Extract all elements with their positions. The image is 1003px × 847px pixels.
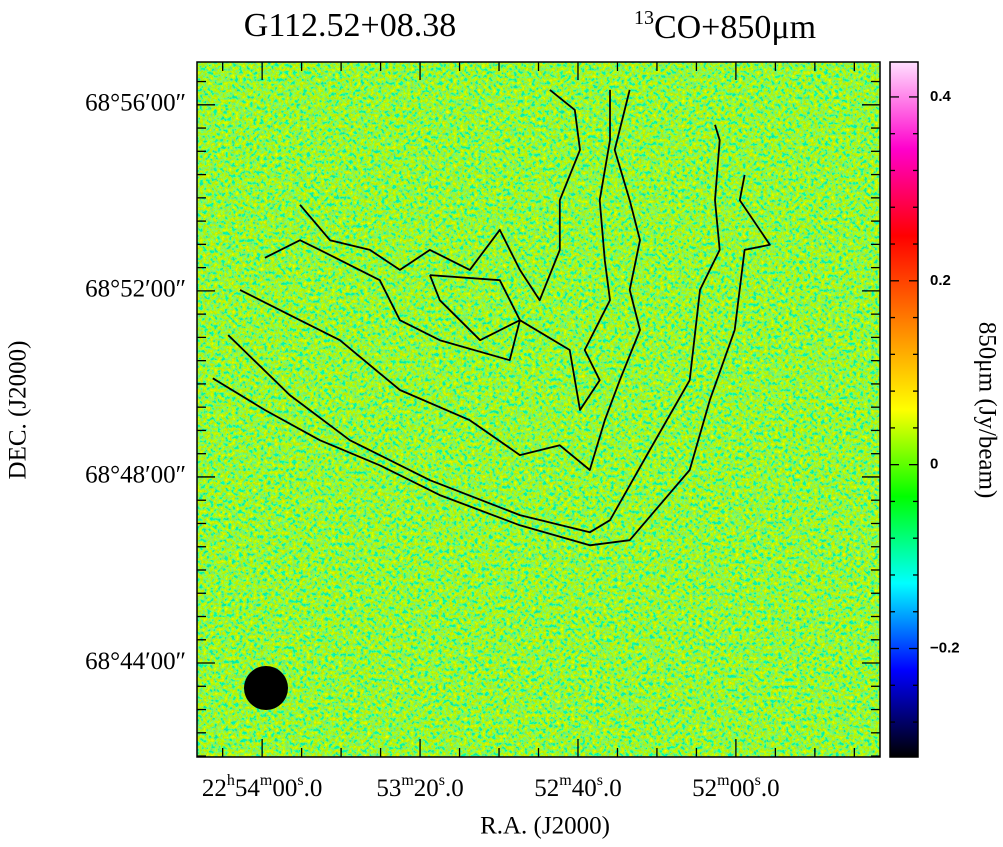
beam xyxy=(244,666,288,710)
colorbar-tick-label: 0.4 xyxy=(930,88,952,105)
x-tick-label: 52m40s.0 xyxy=(534,772,621,802)
x-tick-label: 53m20s.0 xyxy=(376,772,463,802)
contour-line xyxy=(227,124,721,534)
y-tick-label: 68°48′00″ xyxy=(85,462,186,489)
contour-line xyxy=(299,89,581,302)
contour-line xyxy=(264,89,611,411)
contour-line xyxy=(212,174,771,547)
chart-title: G112.52+08.38 xyxy=(244,7,456,44)
y-tick-label: 68°56′00″ xyxy=(85,90,186,117)
colorbar-tick-label: −0.2 xyxy=(930,639,960,656)
x-tick-label: 22h54m00s.0 xyxy=(202,772,322,802)
contour-line xyxy=(239,89,641,471)
y-axis-label: DEC. (J2000) xyxy=(5,341,32,480)
x-tick-label: 52m00s.0 xyxy=(692,772,779,802)
map-noise xyxy=(197,62,880,757)
colorbar-label: 850μm (Jy/beam) xyxy=(973,322,1000,499)
chart-subtitle: 13CO+850μm xyxy=(634,7,816,46)
y-tick-label: 68°52′00″ xyxy=(85,276,186,303)
y-tick-label: 68°44′00″ xyxy=(85,648,186,675)
contours xyxy=(212,89,771,547)
colorbar-tick-label: 0.2 xyxy=(930,272,951,289)
colorbar-tick-label: 0 xyxy=(930,456,938,473)
colorbar xyxy=(890,62,918,757)
contour-line xyxy=(429,274,521,342)
x-axis-label: R.A. (J2000) xyxy=(480,813,610,840)
colorbar-frame xyxy=(889,61,919,758)
